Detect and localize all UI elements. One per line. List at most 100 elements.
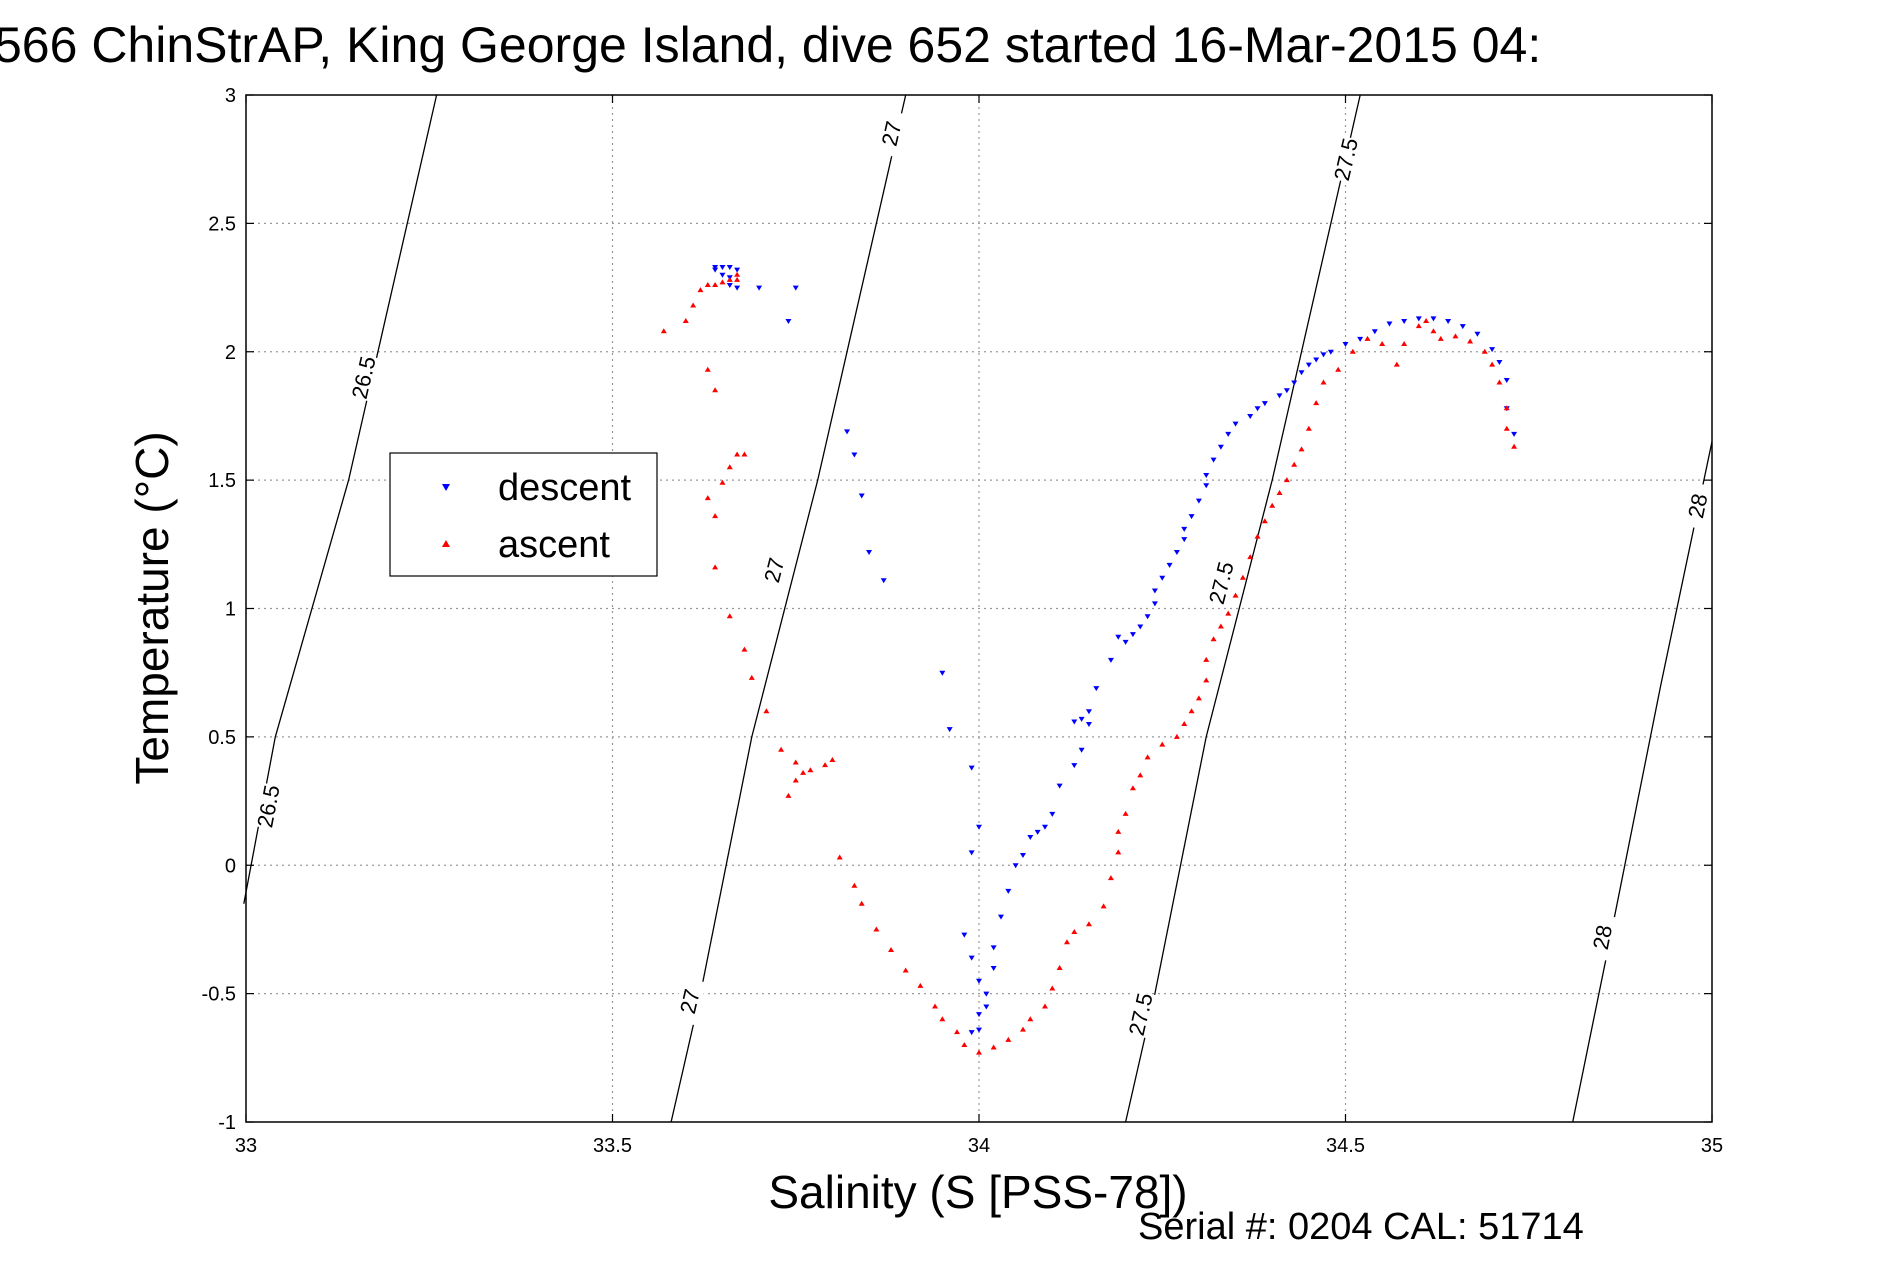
ascent-point (836, 854, 843, 860)
descent-point (968, 1030, 975, 1036)
descent-point (976, 978, 982, 984)
ascent-point (741, 646, 748, 652)
ascent-point (1210, 636, 1217, 642)
ascent-point (1232, 592, 1239, 598)
descent-point (1225, 431, 1232, 437)
descent-point (1181, 526, 1188, 532)
ascent-point (1261, 518, 1268, 524)
ascent-point (1452, 333, 1459, 339)
ascent-point (1203, 677, 1210, 683)
descent-point (1489, 347, 1496, 353)
descent-point (1217, 444, 1224, 450)
descent-point (976, 1027, 982, 1033)
descent-point (1129, 632, 1136, 638)
isopycnal-label: 28 (1683, 491, 1713, 520)
ascent-point (1313, 400, 1320, 406)
descent-point (961, 932, 968, 938)
descent-point (1203, 472, 1210, 478)
descent-point (1122, 639, 1129, 645)
x-axis-label: Salinity (S [PSS-78]) (768, 1166, 1187, 1218)
descent-point (1159, 575, 1166, 581)
ascent-point (741, 451, 748, 457)
ascent-point (697, 287, 704, 293)
serial-cal-footer: Serial #: 0204 CAL: 51714 (1138, 1206, 1584, 1248)
ascent-point (1144, 754, 1151, 760)
ascent-point (1364, 335, 1371, 341)
ascent-point (1503, 425, 1510, 431)
ascent-point (1481, 348, 1488, 354)
legend: descent ascent (389, 452, 658, 577)
legend-marker-descent (442, 484, 450, 491)
isopycnal-label: 27 (877, 119, 907, 148)
ascent-point (1291, 461, 1298, 467)
ascent-point (822, 762, 829, 768)
y-tick-label: 1 (225, 599, 236, 621)
descent-point (1144, 614, 1151, 620)
ascent-point (704, 495, 711, 501)
descent-point (976, 824, 982, 830)
descent-point (734, 267, 741, 273)
ascent-point (1269, 502, 1276, 508)
descent-point (968, 850, 975, 856)
ascent-point (858, 900, 865, 906)
ascent-point (807, 767, 814, 773)
ascent-point (1159, 741, 1166, 747)
ascent-point (1503, 405, 1510, 411)
ascent-point (748, 674, 755, 680)
descent-point (939, 670, 946, 676)
ascent-point (726, 613, 733, 619)
x-tick-label: 33 (235, 1135, 257, 1157)
ascent-point (851, 882, 858, 888)
descent-point (1085, 709, 1092, 715)
ascent-point (1019, 1026, 1026, 1032)
ascent-point (690, 302, 697, 308)
ascent-point (939, 1016, 946, 1022)
ascent-point (902, 967, 909, 973)
legend-label-ascent: ascent (498, 524, 610, 566)
ascent-point (1511, 443, 1518, 449)
grid-lines (246, 95, 1712, 1122)
descent-point (1078, 716, 1085, 722)
descent-point (1291, 380, 1298, 386)
ascent-point (829, 756, 836, 762)
descent-point (983, 991, 990, 997)
descent-point (983, 1004, 990, 1010)
descent-point (1151, 588, 1158, 594)
isopycnal-label-background (1585, 913, 1619, 962)
ascent-point (1335, 366, 1342, 372)
descent-point (1298, 370, 1305, 376)
descent-point (1496, 360, 1503, 366)
descent-point (990, 965, 997, 971)
isopycnal-label-background (252, 782, 284, 831)
descent-point (712, 265, 719, 271)
ascent-point (1085, 921, 1092, 927)
y-tick-label: 3 (225, 85, 236, 107)
isopycnal-label-background (874, 109, 908, 158)
descent-point (844, 429, 851, 435)
ascent-point (1203, 656, 1210, 662)
descent-point (1093, 686, 1100, 692)
ascent-point (1298, 446, 1305, 452)
descent-point (1232, 421, 1239, 427)
isopycnal-label-background (1203, 558, 1238, 608)
descent-point (1056, 783, 1063, 789)
ascent-point (1173, 733, 1180, 739)
x-tick-label: 34.5 (1326, 1135, 1365, 1157)
descent-point (1027, 835, 1034, 841)
isopycnal-label: 26.5 (252, 783, 285, 830)
descent-point (1320, 352, 1327, 358)
ascent-point (1225, 610, 1232, 616)
y-tick-label: -0.5 (202, 984, 236, 1006)
isopycnal-label: 27.5 (1329, 136, 1363, 183)
ascent-point (990, 1044, 997, 1050)
ascent-point (712, 513, 719, 519)
descent-point (997, 914, 1004, 920)
descent-point (1386, 321, 1393, 327)
isopycnal-label: 27 (675, 987, 705, 1016)
descent-point (1430, 316, 1437, 322)
descent-point (1078, 747, 1085, 753)
ascent-point (778, 746, 785, 752)
ascent-point (1071, 929, 1078, 935)
ascent-point (888, 946, 895, 952)
